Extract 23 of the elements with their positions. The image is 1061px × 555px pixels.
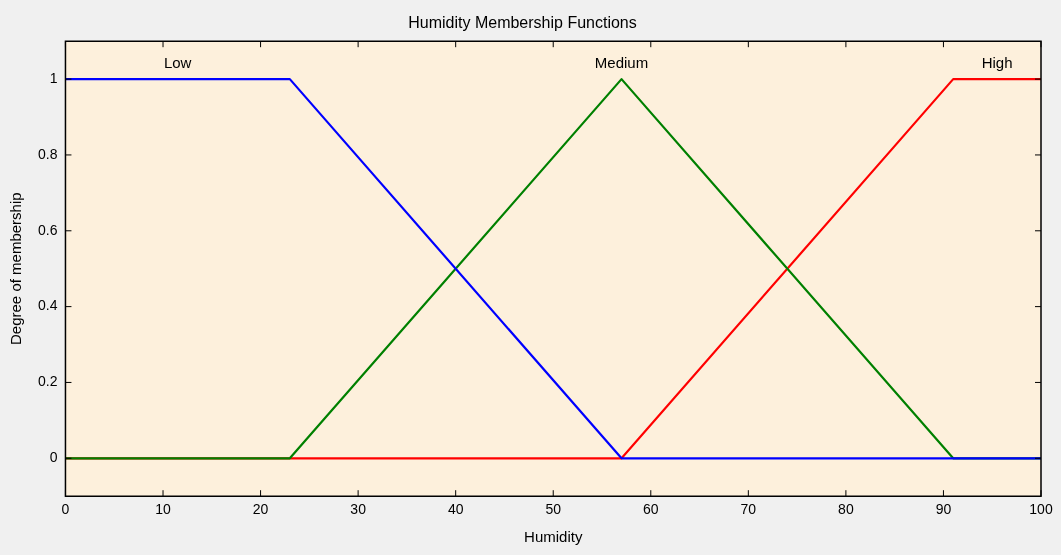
y-tick-label: 0.2 — [37, 373, 58, 390]
x-tick-label: 10 — [155, 501, 172, 518]
y-tick-label: 0.6 — [37, 221, 58, 238]
y-tick-label: 1 — [49, 69, 58, 86]
x-tick-label: 60 — [643, 501, 659, 518]
chart-title: Humidity Membership Functions — [408, 14, 637, 32]
x-tick-label: 40 — [447, 501, 464, 518]
x-tick-label: 90 — [935, 501, 952, 518]
y-axis-title: Degree of membership — [7, 192, 25, 345]
x-tick-label: 70 — [740, 501, 757, 518]
x-tick-label: 50 — [545, 501, 562, 518]
series-label: High — [981, 53, 1013, 71]
series-label: Low — [163, 53, 192, 71]
x-tick-label: 20 — [252, 501, 269, 518]
x-tick-label: 30 — [350, 501, 367, 518]
x-axis-title: Humidity — [524, 528, 583, 546]
y-tick-label: 0.4 — [37, 297, 58, 314]
x-tick-label: 80 — [838, 501, 854, 518]
y-tick-label: 0.8 — [37, 145, 58, 162]
series-label: Medium — [594, 53, 649, 71]
y-tick-label: 0 — [49, 449, 58, 466]
x-tick-label: 0 — [61, 501, 70, 518]
x-tick-label: 100 — [1029, 501, 1053, 518]
